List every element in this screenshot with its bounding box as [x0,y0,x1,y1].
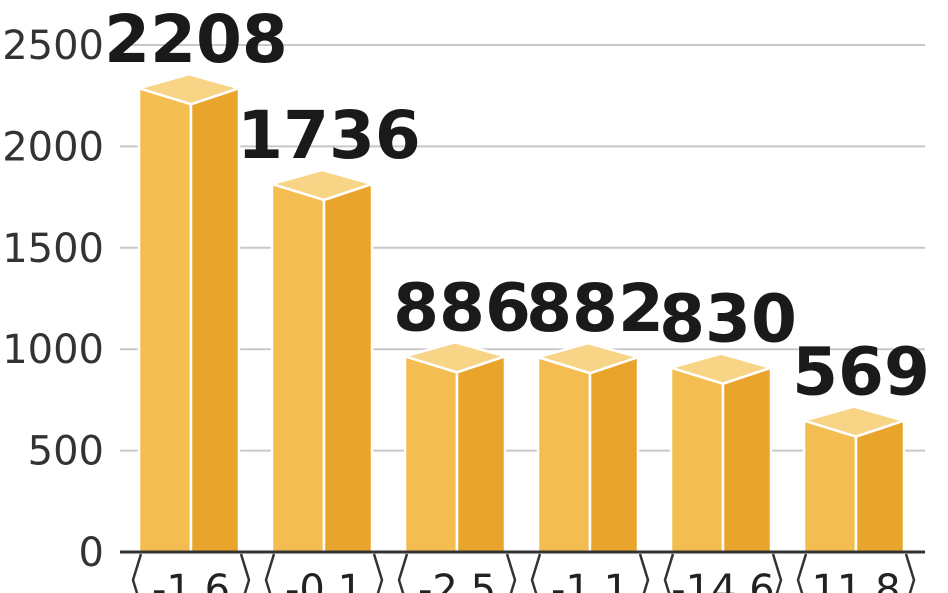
bar [533,341,643,554]
y-tick-label: 2500 [2,23,104,69]
y-tick-label: 1500 [2,226,104,272]
bar [267,168,377,554]
bar [400,341,510,554]
value-label: 2208 [104,1,288,78]
y-tick-label: 2000 [2,124,104,170]
change-label-text: -2,5 [418,567,496,593]
change-labels: -1,6 -0,1 -2,5 -1,1 -14,6 11,8 [131,553,916,593]
value-label: 882 [526,270,664,347]
bar [134,72,244,554]
change-label: -1,1 [530,553,650,593]
bar-side-face [189,86,241,554]
bar-top-face [134,72,244,106]
value-label: 830 [659,281,797,358]
change-label-text: -0,1 [285,567,363,593]
bar-top-face [533,341,643,375]
y-axis-ticks: 0 500 1000 1500 2000 2500 [2,23,104,576]
change-label-text: -14,6 [671,567,775,593]
change-label-bracket [264,553,384,593]
change-label-text: -1,6 [152,567,230,593]
change-label-bracket [131,553,251,593]
bar-front-face [403,354,459,554]
bar-top-face [799,405,909,438]
change-label-bracket [663,553,783,593]
bar-front-face [669,365,725,554]
bar-side-face [854,418,906,554]
change-label: -0,1 [264,553,384,593]
bar-side-face [721,365,773,554]
y-tick-label: 500 [28,429,104,475]
bar-top-face [267,168,377,202]
bar [799,405,909,554]
bar-front-face [536,355,592,554]
bar-top-face [400,341,510,374]
change-label: -2,5 [397,553,517,593]
value-label: 886 [393,269,531,346]
change-label-bracket [397,553,517,593]
value-label: 1736 [237,97,421,174]
value-label: 569 [792,334,930,411]
change-label-text: 11,8 [811,567,900,593]
change-label: -1,6 [131,553,251,593]
grid-lines [120,44,925,452]
bar-front-face [802,418,858,554]
change-label: 11,8 [796,553,916,593]
bar [666,352,776,554]
bar-side-face [322,182,374,554]
bar-side-face [455,354,507,554]
change-label-bracket [530,553,650,593]
bar-side-face [588,355,640,554]
bar-top-face [666,352,776,385]
bar-front-face [270,182,326,554]
y-tick-label: 1000 [2,327,104,373]
bars [134,72,909,554]
change-label-bracket [796,553,916,593]
bar-front-face [137,86,193,554]
change-label-text: -1,1 [551,567,629,593]
change-label: -14,6 [663,553,783,593]
y-tick-label: 0 [79,530,104,576]
